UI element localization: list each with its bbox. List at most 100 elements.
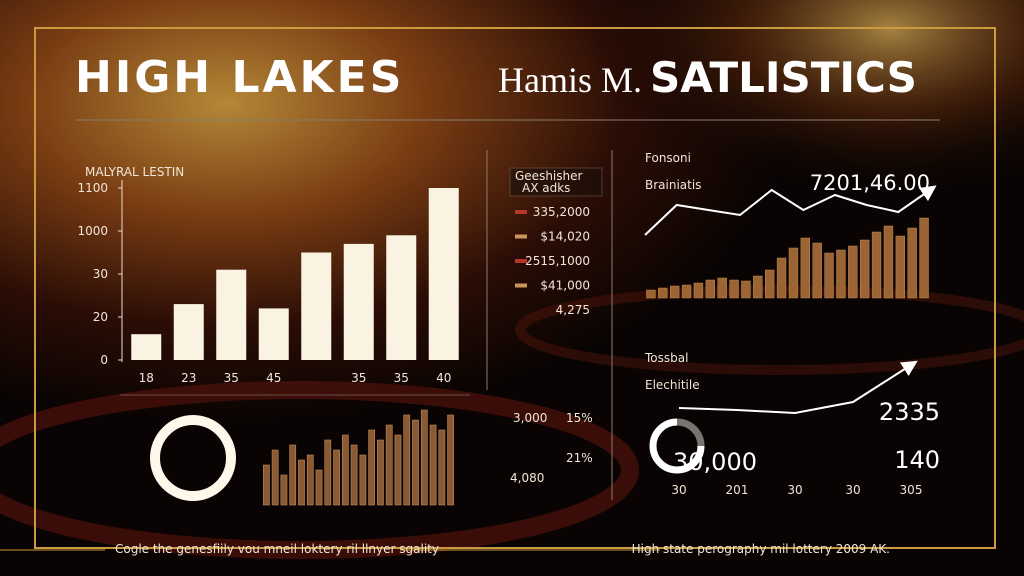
y-tick-label: 0	[100, 353, 108, 367]
line	[678, 360, 918, 415]
x-tick-label: 35	[394, 371, 409, 385]
stat: 15%	[566, 411, 593, 425]
bar	[860, 239, 870, 299]
bar	[895, 235, 905, 299]
x-tick-label: 30	[845, 483, 860, 497]
bar	[315, 469, 323, 506]
bar	[428, 188, 459, 360]
bar	[907, 227, 917, 299]
chart-title: MALYRAL LESTIN	[85, 165, 184, 179]
bar	[693, 282, 704, 299]
bar	[343, 243, 374, 360]
chart-title: Tossbal	[644, 351, 688, 365]
x-tick-label: 18	[139, 371, 154, 385]
bar	[403, 414, 411, 506]
bar	[646, 289, 656, 299]
donut-segment	[676, 418, 705, 447]
bar	[298, 459, 305, 506]
bar	[324, 439, 332, 506]
ledger-item: $14,020	[540, 230, 590, 244]
bar	[670, 285, 680, 299]
bar	[681, 284, 692, 299]
ledger-item: 2515,1000	[525, 254, 590, 268]
subtitle-prefix: Hamis M.	[498, 60, 642, 100]
bar	[788, 247, 799, 299]
bar	[776, 257, 787, 299]
bar	[377, 439, 384, 506]
stat: 3,000	[513, 411, 547, 425]
footer-right: High state perography mil lottery 2009 A…	[632, 542, 890, 556]
bar	[350, 444, 358, 506]
bar	[812, 242, 822, 299]
ledger-heading: Geeshisher	[515, 169, 582, 183]
bar	[871, 231, 882, 299]
stat: 4,080	[510, 471, 544, 485]
bar	[216, 269, 247, 360]
bar	[753, 275, 763, 299]
roulette-rim	[0, 381, 639, 559]
bar	[301, 252, 332, 360]
bar	[765, 269, 775, 299]
bar	[836, 249, 846, 299]
ledger-subheading: AX adks	[522, 181, 570, 195]
bar	[824, 252, 834, 299]
x-tick-label: 30	[787, 483, 802, 497]
frame	[34, 27, 996, 549]
bar	[705, 279, 715, 299]
donut-label: 30,000	[673, 448, 757, 476]
ledger-item: 335,2000	[533, 205, 590, 219]
y-tick-label: 20	[93, 310, 108, 324]
bar	[447, 414, 454, 506]
bar	[271, 449, 279, 506]
stat: 21%	[566, 451, 593, 465]
bar	[385, 424, 393, 506]
bar	[131, 334, 162, 360]
annotation: 140	[894, 446, 940, 474]
x-tick-label: 40	[436, 371, 451, 385]
annotation: 7201,46.00	[810, 171, 930, 195]
chart-subtitle: Elechitile	[645, 378, 700, 392]
y-tick-label: 1000	[77, 224, 108, 238]
bar	[368, 429, 376, 506]
bar	[258, 308, 289, 360]
ledger-item: $41,000	[540, 279, 590, 293]
bar	[333, 449, 340, 506]
ledger-item: 4,275	[556, 303, 590, 317]
x-tick-label: 45	[266, 371, 281, 385]
x-tick-label: 201	[726, 483, 749, 497]
bar	[412, 419, 419, 506]
bar	[848, 245, 858, 299]
x-tick-label: 23	[181, 371, 196, 385]
x-tick-label: 35	[224, 371, 239, 385]
footer-left: Cogle the genesfiily vou mneil loktery r…	[115, 542, 439, 556]
bar	[717, 277, 727, 299]
bar	[658, 287, 668, 299]
title: HIGH LAKES	[75, 52, 404, 103]
bar	[394, 434, 402, 506]
bar	[420, 409, 428, 506]
y-tick-label: 30	[93, 267, 108, 281]
x-tick-label: 305	[900, 483, 923, 497]
chart-title: Fonsoni	[645, 151, 691, 165]
bar	[341, 434, 349, 506]
y-tick-label: 1100	[77, 181, 108, 195]
bar	[729, 279, 739, 299]
bar	[173, 304, 204, 360]
line	[644, 185, 937, 236]
bar	[359, 454, 367, 506]
x-tick-label: 30	[671, 483, 686, 497]
bar	[306, 454, 314, 506]
bar	[386, 235, 417, 360]
bar	[280, 474, 288, 506]
bar	[919, 217, 929, 299]
bar	[438, 429, 446, 506]
donut-segment	[649, 418, 705, 474]
bar	[289, 444, 297, 506]
x-tick-label: 35	[351, 371, 366, 385]
subtitle: SATLISTICS	[650, 53, 917, 102]
chart-subtitle: Brainiatis	[645, 178, 701, 192]
bar	[883, 225, 894, 299]
bar	[741, 280, 751, 299]
